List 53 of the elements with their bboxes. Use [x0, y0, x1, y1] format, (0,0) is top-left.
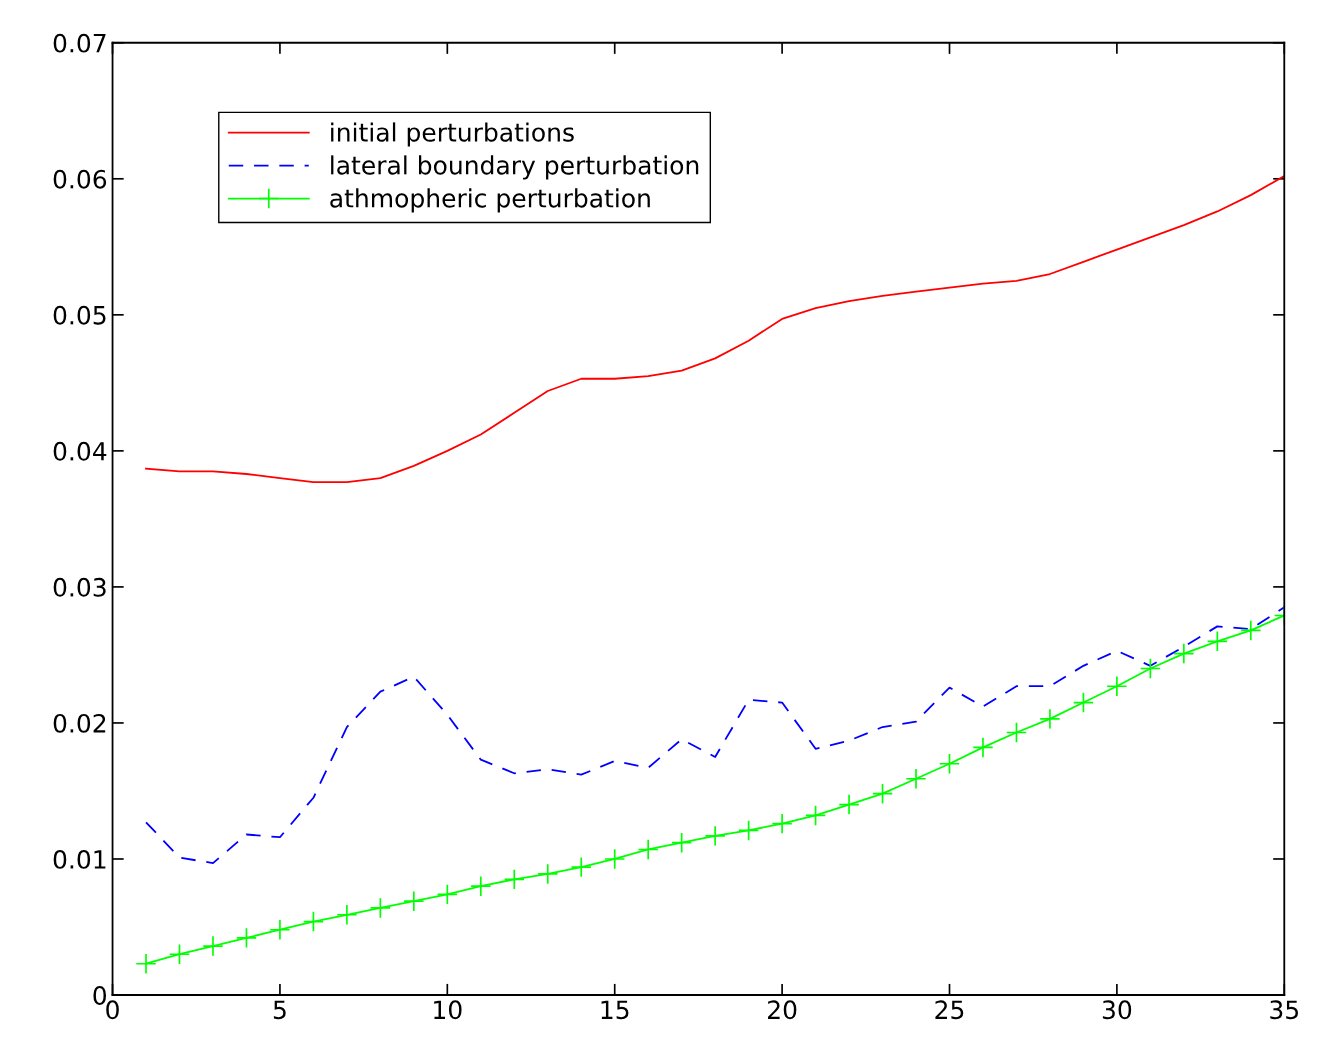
point [805, 804, 827, 827]
point [838, 794, 860, 816]
point [972, 736, 994, 758]
point [235, 927, 258, 949]
point [1072, 691, 1094, 714]
point [905, 768, 927, 790]
point [671, 832, 693, 854]
point [1106, 675, 1128, 697]
x-tick-label: 15 [601, 1000, 629, 1020]
y-tick-label: 0.01 [53, 849, 106, 869]
point [537, 863, 559, 885]
x-tick-label: 30 [1102, 1000, 1132, 1020]
point [168, 943, 191, 965]
point [503, 868, 525, 890]
point [738, 819, 760, 841]
point [436, 883, 458, 905]
x-tick-label: 20 [768, 1000, 797, 1020]
y-tick-label: 0.06 [53, 169, 107, 189]
point [1005, 721, 1028, 744]
point [135, 953, 157, 975]
point [604, 848, 626, 870]
x-tick-label: 25 [935, 1000, 964, 1020]
line-series [145, 606, 1285, 864]
point [637, 838, 659, 861]
point [269, 919, 291, 941]
point [470, 875, 492, 897]
point [302, 911, 324, 933]
y-tick-label: 0 [93, 985, 107, 1005]
x-tick-label: 35 [1270, 1000, 1298, 1020]
y-tick-label: 0.03 [53, 577, 106, 597]
point [704, 825, 726, 847]
point [369, 897, 391, 919]
point [202, 935, 224, 957]
y-tick-label: 0.04 [53, 441, 107, 461]
point [1173, 643, 1195, 665]
y-tick-label: 0.02 [53, 713, 106, 733]
point [871, 783, 894, 805]
point [938, 753, 961, 775]
point [403, 890, 425, 912]
x-tick-label: 5 [273, 1000, 286, 1020]
x-tick-label: 10 [434, 1000, 462, 1020]
legend-label: athmopheric perturbation [330, 188, 650, 213]
y-tick-label: 0.05 [53, 305, 106, 325]
point [570, 856, 592, 878]
y-tick-label: 0.07 [53, 33, 106, 53]
point [1206, 630, 1228, 652]
point [771, 813, 793, 835]
point [1240, 619, 1262, 642]
point [336, 904, 358, 926]
point [1039, 708, 1061, 730]
point [1139, 657, 1161, 680]
legend-label: lateral boundary perturbation [331, 155, 699, 180]
legend-label: initial perturbations [331, 122, 574, 147]
